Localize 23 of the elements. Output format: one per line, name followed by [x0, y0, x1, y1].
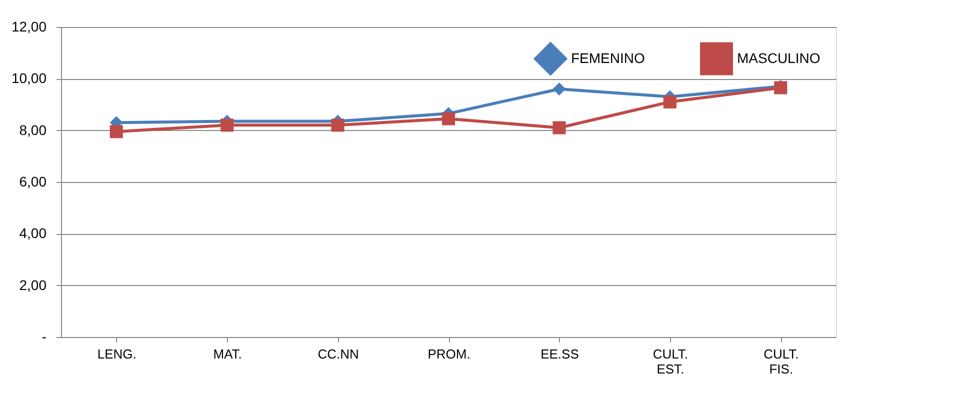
point — [552, 82, 566, 96]
x-tick-label: CC.NN — [318, 346, 359, 362]
y-tick-label: 12,00 — [11, 18, 47, 34]
y-tick-label: 4,00 — [19, 225, 47, 242]
point — [110, 125, 123, 138]
x-tick-label: LENG. — [97, 346, 136, 362]
point — [552, 121, 566, 134]
legend-label: FEMENINO — [571, 50, 645, 66]
y-tick-label: 6,00 — [19, 174, 47, 190]
y-tick-label: 8,00 — [19, 122, 47, 138]
x-tick-label: EE.SS — [540, 346, 580, 362]
point — [220, 118, 234, 132]
y-tick-label: 10,00 — [11, 70, 47, 86]
point — [663, 95, 676, 108]
x-tick-label: PROM. — [428, 346, 470, 362]
point — [442, 112, 456, 126]
x-tick-label: CULT. FIS. — [764, 346, 799, 376]
point — [331, 118, 344, 132]
x-tick-label: MAT. — [213, 346, 242, 362]
x-tick-label: CULT. EST. — [652, 346, 688, 376]
legend-label: MASCULINO — [737, 50, 820, 66]
y-tick-label: - — [42, 328, 47, 344]
y-tick-label: 2,00 — [19, 276, 47, 293]
